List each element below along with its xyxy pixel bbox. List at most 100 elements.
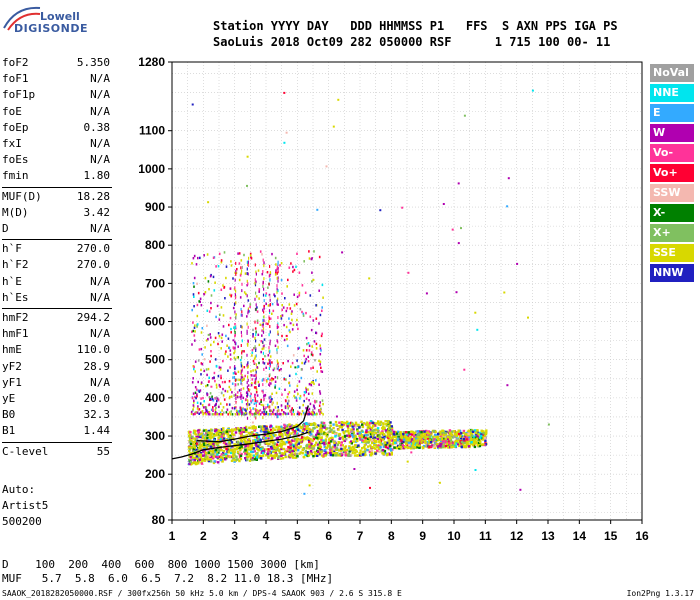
echo-point (268, 396, 270, 400)
echo-point (190, 462, 194, 465)
echo-point (283, 430, 286, 433)
echo-point (213, 289, 216, 292)
echo-point (226, 390, 229, 393)
echo-point (241, 325, 243, 329)
echo-point (214, 281, 216, 284)
echo-point (444, 437, 447, 440)
echo-point (344, 451, 347, 454)
echo-point (331, 454, 335, 457)
echo-point (425, 429, 428, 433)
echo-point (305, 422, 308, 425)
echo-point (227, 429, 230, 432)
echo-point (257, 449, 260, 452)
echo-point (268, 451, 271, 455)
echo-point (235, 269, 237, 273)
echo-point (336, 443, 339, 446)
echo-point (295, 302, 298, 306)
echo-point (251, 354, 253, 357)
echo-point (219, 436, 222, 439)
echo-point (212, 406, 214, 409)
echo-point (284, 405, 287, 408)
echo-point (274, 386, 276, 389)
echo-point (227, 435, 230, 438)
echo-point (213, 460, 216, 463)
echo-point (220, 336, 223, 340)
echo-point (261, 329, 263, 332)
echo-point (272, 454, 275, 457)
echo-point (226, 408, 229, 411)
echo-point (478, 444, 482, 448)
echo-point (293, 268, 296, 272)
echo-point (205, 384, 207, 388)
echo-point (272, 401, 274, 404)
distance-muf-table: D 100 200 400 600 800 1000 1500 3000 [km… (2, 558, 333, 586)
echo-point (256, 409, 259, 412)
echo-point (311, 445, 314, 448)
echo-point (269, 454, 272, 457)
echo-point (268, 320, 270, 323)
echo-point (310, 351, 313, 354)
echo-point (309, 294, 312, 297)
param-value: 28.9 (83, 359, 111, 373)
echo-point (294, 366, 297, 369)
echo-point (254, 399, 257, 402)
echo-point (402, 446, 405, 450)
echo-point (259, 439, 262, 442)
param-value: 1.44 (83, 424, 111, 438)
echo-point (448, 433, 451, 436)
echo-point (401, 206, 404, 209)
echo-point (252, 335, 254, 338)
echo-point (192, 257, 195, 260)
footer-software-version: Ion2Png 1.3.17 (626, 589, 694, 598)
echo-point (235, 397, 237, 400)
echo-point (251, 425, 254, 428)
y-tick-label: 80 (152, 513, 166, 527)
param-row: h`F 270.0 (2, 242, 110, 258)
echo-point (416, 433, 419, 437)
echo-point (472, 435, 476, 438)
echo-point (316, 450, 320, 453)
echo-point (250, 399, 252, 403)
echo-point (212, 457, 215, 460)
echo-point (239, 274, 242, 277)
echo-point (427, 432, 431, 435)
echo-point (249, 453, 252, 457)
echo-point (292, 430, 295, 433)
echo-point (291, 455, 294, 458)
echo-point (337, 449, 341, 452)
echo-point (219, 385, 221, 388)
echo-point (213, 439, 216, 442)
echo-point (398, 447, 401, 450)
echo-point (236, 413, 239, 416)
echo-point (319, 412, 321, 416)
echo-point (235, 447, 239, 451)
echo-point (308, 445, 311, 448)
echo-point (302, 411, 305, 415)
echo-point (441, 429, 444, 432)
echo-point (384, 445, 388, 448)
param-value: N/A (90, 375, 110, 389)
echo-point (329, 453, 332, 457)
echo-point (322, 454, 325, 457)
echo-point (295, 427, 299, 431)
echo-point (318, 441, 322, 444)
echo-point (193, 334, 196, 337)
echo-point (283, 91, 286, 94)
echo-point (388, 424, 391, 427)
echo-point (308, 413, 310, 416)
echo-point (253, 402, 256, 405)
echo-point (232, 346, 235, 349)
echo-point (300, 413, 303, 416)
echo-point (227, 446, 230, 449)
echo-point (250, 401, 253, 404)
echo-point (246, 329, 248, 333)
echo-point (264, 354, 266, 358)
echo-point (305, 311, 307, 315)
echo-point (348, 450, 351, 453)
echo-point (345, 438, 348, 441)
echo-point (433, 445, 436, 448)
echo-point (323, 443, 326, 446)
echo-point (197, 405, 199, 408)
echo-point (270, 447, 273, 450)
echo-point (230, 441, 234, 444)
